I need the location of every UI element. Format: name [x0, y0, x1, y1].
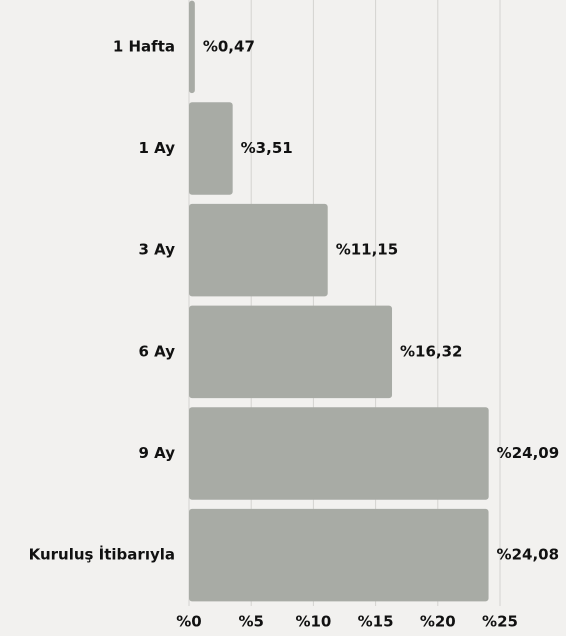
x-tick-label: %5 [238, 613, 263, 631]
x-tick-label: %0 [176, 613, 201, 631]
bar [189, 407, 489, 500]
bar [189, 203, 328, 297]
y-tick-label: Kuruluş İtibarıyla [29, 545, 175, 564]
y-tick-label: 6 Ay [138, 342, 175, 360]
y-tick-label: 9 Ay [138, 444, 175, 462]
value-label: %16,32 [400, 342, 462, 360]
y-tick-label: 1 Ay [138, 139, 175, 157]
value-label: %3,51 [241, 139, 293, 157]
value-label: %0,47 [203, 37, 255, 55]
bar [189, 102, 233, 195]
y-tick-label: 1 Hafta [113, 37, 175, 55]
x-tick-label: %25 [482, 613, 518, 631]
y-tick-label: 3 Ay [138, 241, 175, 259]
x-tick-label: %15 [358, 613, 394, 631]
value-label: %11,15 [336, 241, 398, 259]
x-tick-label: %10 [295, 613, 331, 631]
x-tick-label: %20 [420, 613, 456, 631]
bar [189, 305, 393, 399]
bar [189, 508, 489, 602]
value-label: %24,09 [497, 444, 559, 462]
value-label: %24,08 [497, 546, 559, 564]
bar [189, 0, 195, 94]
